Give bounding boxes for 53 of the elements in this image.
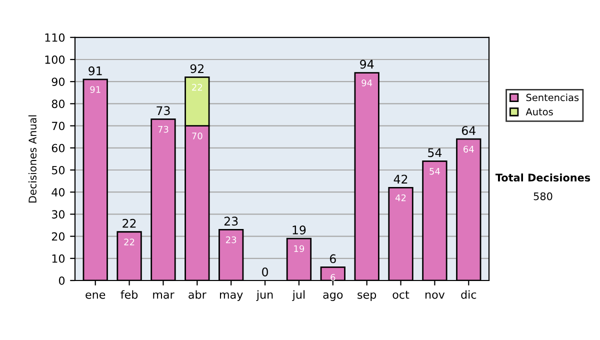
total-label: 23 <box>224 216 238 226</box>
data-label: 73 <box>158 126 168 133</box>
total-label: 6 <box>330 254 336 264</box>
data-label: 22 <box>192 84 202 91</box>
legend-label: Sentencias <box>526 94 579 102</box>
y-tick-label: 60 <box>52 144 65 152</box>
data-label: 23 <box>226 236 236 244</box>
x-tick-label: nov <box>426 292 445 299</box>
data-label: 94 <box>362 79 372 86</box>
y-axis-title: Decisiones Anual <box>28 115 36 202</box>
y-tick-label: 100 <box>45 55 65 64</box>
total-label: 92 <box>190 64 204 74</box>
x-tick-label: ago <box>323 292 343 301</box>
data-label: 42 <box>395 194 406 202</box>
x-tick-label: abr <box>188 290 206 299</box>
data-label: 70 <box>192 132 202 140</box>
data-label: 54 <box>430 168 440 175</box>
y-tick-label: 40 <box>52 188 65 196</box>
data-label: 19 <box>294 245 304 252</box>
total-label: 73 <box>156 106 170 116</box>
y-tick-label: 30 <box>52 210 65 219</box>
data-label: 64 <box>464 146 474 153</box>
y-tick-label: 90 <box>52 78 65 86</box>
total-label: 54 <box>428 148 442 158</box>
x-tick-label: jun <box>256 290 273 301</box>
y-tick-label: 10 <box>52 254 65 263</box>
total-label: 42 <box>394 174 408 184</box>
total-label: 19 <box>292 226 306 234</box>
total-label: 91 <box>88 66 102 76</box>
x-tick-label: may <box>220 292 243 301</box>
y-tick-label: 80 <box>52 100 65 108</box>
x-tick-label: ene <box>86 292 106 299</box>
x-tick-label: oct <box>392 290 410 299</box>
x-tick-label: dic <box>461 290 476 299</box>
x-tick-label: sep <box>358 292 376 301</box>
y-tick-label: 70 <box>52 122 65 130</box>
total-label: 0 <box>262 268 268 276</box>
x-tick-label: jul <box>292 290 305 301</box>
data-label: 91 <box>90 86 100 93</box>
y-tick-label: 110 <box>45 33 65 42</box>
text: Total Decisiones <box>495 173 590 182</box>
data-label: 6 <box>330 274 336 281</box>
text: 580 <box>534 192 552 200</box>
y-tick-label: 0 <box>58 276 65 285</box>
total-label: 22 <box>122 218 136 228</box>
data-label: 22 <box>124 238 134 246</box>
legend-label: Autos <box>526 108 553 116</box>
x-tick-label: feb <box>120 290 138 299</box>
y-tick-label: 20 <box>52 232 65 241</box>
total-label: 94 <box>360 60 374 69</box>
y-tick-label: 50 <box>52 166 65 174</box>
x-tick-label: mar <box>153 292 174 299</box>
total-label: 64 <box>462 126 476 136</box>
